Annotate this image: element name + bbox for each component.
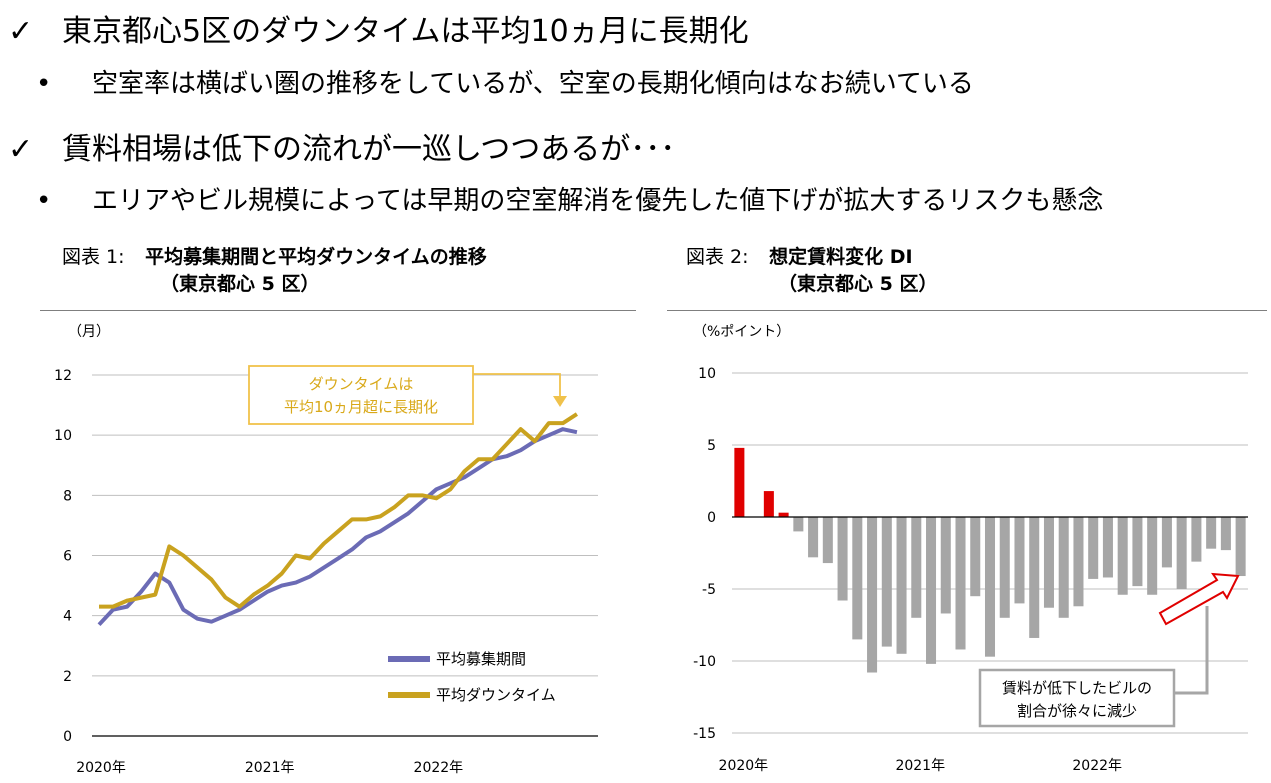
bullet-1-text: 東京都心5区のダウンタイムは平均10ヵ月に長期化 <box>62 14 749 49</box>
bar <box>837 517 848 601</box>
figure-1-rule <box>40 310 636 311</box>
bar <box>1176 517 1187 589</box>
bar <box>793 517 804 532</box>
bar <box>1117 517 1128 595</box>
bullet-2-text: 空室率は横ばい圏の推移をしているが、空室の長期化傾向はなお続いている <box>92 69 974 99</box>
bar <box>1220 517 1231 551</box>
bar <box>881 517 892 647</box>
bar <box>911 517 922 618</box>
y-tick-label: 6 <box>63 549 72 565</box>
legend-label: 平均ダウンタイム <box>436 686 556 704</box>
series-line-2 <box>99 412 578 609</box>
bar <box>1235 517 1246 577</box>
bar <box>867 517 878 673</box>
annotation-line-2: 割合が徐々に減少 <box>1017 702 1137 720</box>
y-tick-label: -10 <box>693 654 716 670</box>
x-tick-label: 2022年 <box>414 760 464 776</box>
y-tick-label: -15 <box>693 726 716 742</box>
figure-1-title-text: 平均募集期間と平均ダウンタイムの推移 <box>145 246 487 268</box>
y-axis-label: （月） <box>68 324 110 340</box>
x-tick-label: 2021年 <box>245 760 295 776</box>
annotation-line-1: 賃料が低下したビルの <box>1002 679 1152 697</box>
annotation-line-1: ダウンタイムは <box>309 375 414 393</box>
bar <box>734 447 745 517</box>
bar <box>940 517 951 614</box>
annotation-line-2: 平均10ヵ月超に長期化 <box>284 398 438 416</box>
y-tick-label: 8 <box>63 488 72 504</box>
bullet-dot-icon: • <box>36 69 52 99</box>
x-tick-label: 2021年 <box>895 758 945 774</box>
bar <box>852 517 863 640</box>
bar <box>822 517 833 564</box>
y-tick-label: 5 <box>707 438 716 454</box>
bar <box>1161 517 1172 568</box>
check-icon: ✓ <box>8 14 34 49</box>
y-tick-label: -5 <box>702 582 716 598</box>
bar <box>926 517 937 664</box>
bar <box>763 491 774 517</box>
figure-2-label: 図表 2: <box>686 246 749 268</box>
x-tick-label: 2020年 <box>76 760 126 776</box>
bullet-dot-icon: • <box>36 186 52 216</box>
bar <box>778 512 789 517</box>
y-tick-label: 2 <box>63 669 72 685</box>
figure-1-title: 図表 1: 平均募集期間と平均ダウンタイムの推移 <box>62 244 487 270</box>
bar <box>984 517 996 657</box>
bar <box>1088 517 1099 579</box>
figure-1-subtitle: （東京都心 5 区） <box>160 273 320 295</box>
bar <box>1029 517 1040 638</box>
bar <box>1191 517 1202 562</box>
annotation-arrow-line <box>473 373 561 402</box>
bar <box>999 517 1010 618</box>
bar <box>955 517 966 650</box>
bar <box>1206 517 1217 549</box>
annotation-arrow-head <box>553 396 567 407</box>
y-tick-label: 0 <box>63 729 72 745</box>
bar <box>1147 517 1158 595</box>
bar <box>896 517 907 654</box>
legend-label: 平均募集期間 <box>436 650 526 668</box>
y-tick-label: 10 <box>698 366 716 382</box>
bar <box>1102 517 1113 578</box>
downtime-line-chart: 0 2 4 6 8 10 12 （月） 2020年 2021年 2022年 平均募集期間平均ダウンタイ… <box>54 324 598 776</box>
annotation-box <box>248 365 474 425</box>
annotation-connector <box>1174 606 1209 695</box>
figure-2-subtitle: （東京都心 5 区） <box>778 273 938 295</box>
y-tick-label: 12 <box>54 368 72 384</box>
bar <box>808 517 819 558</box>
x-tick-label: 2020年 <box>719 758 769 774</box>
figure-2-title-text: 想定賃料変化 DI <box>769 246 913 268</box>
trend-arrow-icon <box>1158 572 1240 626</box>
rent-di-bar-chart: 10 5 0 -5 -10 -15 （%ポイント） 2020年 2021年 2022年 賃料が低下し… <box>693 324 1248 774</box>
bar <box>1132 517 1143 587</box>
bullet-3-text: 賃料相場は低下の流れが一巡しつつあるが･･･ <box>62 132 676 167</box>
x-tick-label: 2022年 <box>1072 758 1122 774</box>
bar <box>970 517 981 597</box>
figure-2-rule <box>667 310 1267 311</box>
y-axis-label: （%ポイント） <box>693 324 790 340</box>
y-tick-label: 4 <box>63 609 72 625</box>
bullet-4-text: エリアやビル規模によっては早期の空室解消を優先した値下げが拡大するリスクも懸念 <box>92 186 1104 216</box>
y-tick-label: 0 <box>707 510 716 526</box>
annotation-box <box>978 668 1176 728</box>
bar <box>1073 517 1084 607</box>
figure-2-title: 図表 2: 想定賃料変化 DI <box>686 244 913 270</box>
y-tick-label: 10 <box>54 428 72 444</box>
bar <box>1058 517 1069 618</box>
check-icon: ✓ <box>8 132 34 167</box>
bar <box>1043 517 1054 608</box>
figure-1-label: 図表 1: <box>62 246 125 268</box>
bar <box>1014 517 1025 604</box>
series-line-1 <box>97 427 578 627</box>
